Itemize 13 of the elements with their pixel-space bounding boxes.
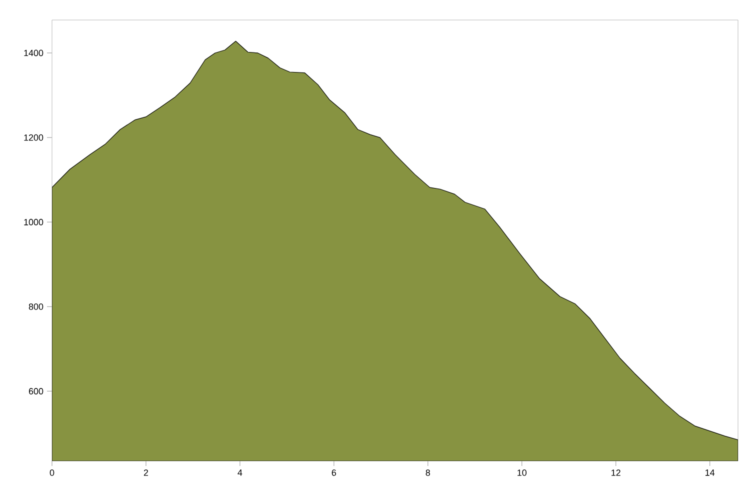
x-tick-label: 10	[518, 470, 527, 476]
x-tick-label: 14	[706, 470, 715, 476]
x-tick-label: 12	[612, 470, 620, 476]
x-tick-label: 2	[144, 470, 148, 476]
x-tick-label: 0	[50, 470, 54, 476]
y-tick-label: 800	[28, 303, 44, 310]
x-tick-label: 4	[238, 470, 242, 476]
y-tick-label: 600	[28, 388, 44, 394]
y-tick-label: 1200	[24, 134, 44, 141]
y-tick-label: 1000	[24, 218, 44, 226]
y-tick-label: 1400	[24, 50, 44, 56]
x-tick-label: 6	[332, 470, 336, 476]
x-tick-label: 8	[426, 470, 430, 476]
